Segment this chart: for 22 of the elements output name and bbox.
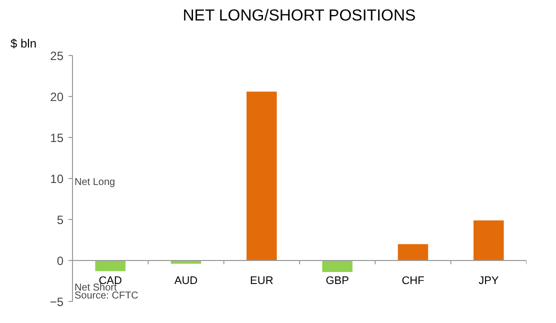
y-tick-label: 25 [50,49,64,63]
bar [246,92,277,260]
x-tick-label: CHF [402,274,425,287]
annotation: Source: CFTC [74,290,138,302]
x-tick-label: EUR [250,274,274,287]
y-tick-label: 5 [56,213,64,227]
y-tick-label: 10 [50,172,64,186]
bar [322,260,352,272]
y-tick-label: −5 [50,295,64,309]
bar [474,220,504,260]
y-axis-title: $ bln [10,36,37,50]
y-tick-label: 0 [56,254,64,268]
y-tick-label: 20 [50,90,64,104]
x-tick-label: JPY [478,274,500,287]
x-tick-label: AUD [174,274,198,287]
bar [398,244,428,260]
annotation: Net Long [74,177,116,188]
bar [170,260,202,264]
x-tick-label: GBP [326,274,349,287]
chart-title: NET LONG/SHORT POSITIONS [182,8,416,24]
bar [95,260,126,272]
y-tick-label: 15 [50,131,64,145]
